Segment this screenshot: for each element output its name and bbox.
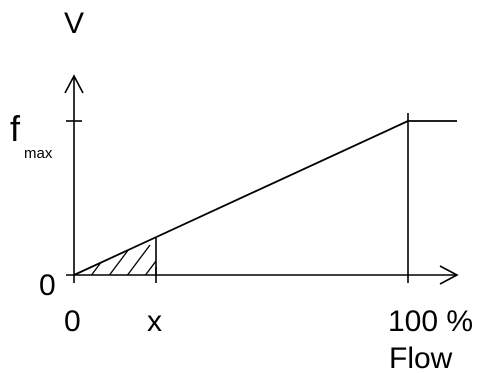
y-label-fmax-subscript: max [24,145,53,162]
y-axis-arrowhead [64,74,84,94]
x-axis-arrowhead [439,265,459,285]
y-label-zero: 0 [39,269,56,302]
x-label-zero: 0 [64,305,81,338]
x-axis-label: Flow [389,342,453,374]
y-axis-label: V [64,7,84,40]
characteristic-line [73,120,409,276]
y-label-fmax: f [10,108,21,149]
x-label-full: 100 % [388,305,473,338]
x-label-x: x [147,305,162,338]
